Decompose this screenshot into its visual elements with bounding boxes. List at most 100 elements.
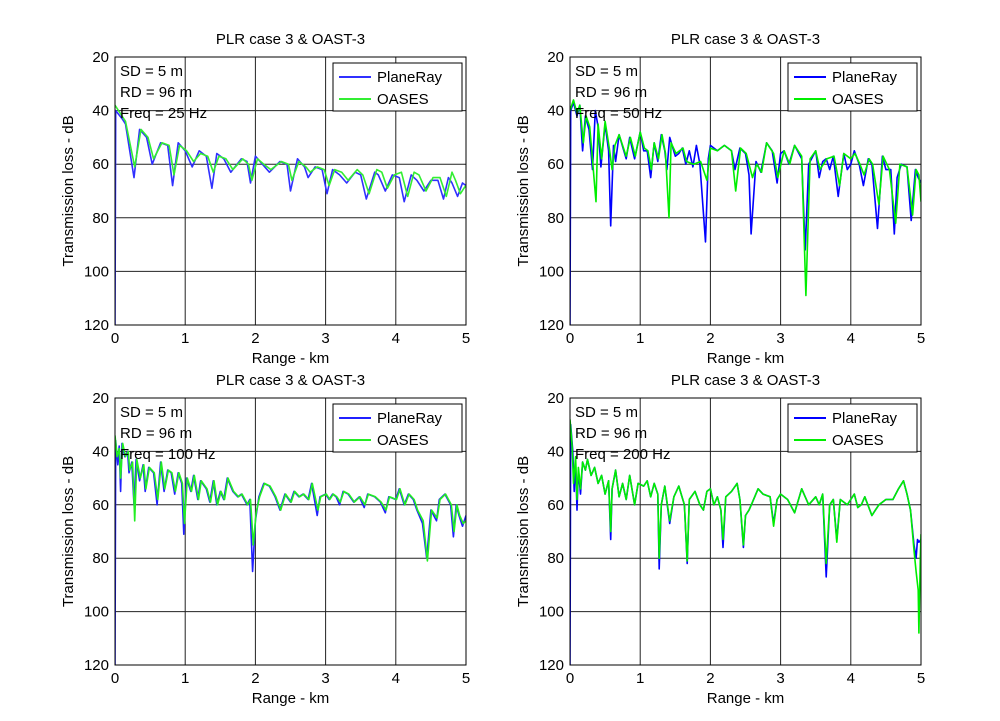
legend: PlaneRay OASES: [332, 403, 463, 453]
subplot-2: 0 1 2 3 4 5 20 40 60 80 100 120 PLR case 3 & OAST-3 R…: [515, 31, 925, 367]
y-tick-label: 120: [84, 317, 109, 334]
x-tick-label: 0: [566, 330, 574, 347]
legend-box: [332, 62, 463, 112]
x-tick-label: 1: [636, 330, 644, 347]
y-tick-label: 80: [547, 210, 564, 227]
x-tick-label: 1: [181, 670, 189, 687]
x-tick-label: 3: [321, 670, 329, 687]
annotation-text: RD = 96 m: [575, 425, 647, 442]
annotation-text: RD = 96 m: [575, 84, 647, 101]
annotation-text: RD = 96 m: [120, 84, 192, 101]
legend-label: OASES: [377, 432, 429, 449]
x-tick-label: 4: [847, 330, 855, 347]
y-tick-label: 20: [92, 49, 109, 66]
x-tick-label: 2: [706, 670, 714, 687]
x-tick-label: 4: [847, 670, 855, 687]
legend-label: PlaneRay: [377, 410, 443, 427]
series-line-oases: [570, 99, 921, 297]
axes-frame: [569, 397, 922, 666]
y-tick-label: 40: [92, 443, 109, 460]
y-tick-label: 60: [92, 497, 109, 514]
x-tick-label: 0: [111, 330, 119, 347]
annotation-text: SD = 5 m: [120, 404, 183, 421]
chart-title: PLR case 3 & OAST-3: [216, 31, 365, 48]
legend-label: PlaneRay: [377, 69, 443, 86]
subplot-4: 0 1 2 3 4 5 20 40 60 80 100 120 PLR case 3 & OAST-3 R…: [515, 372, 925, 707]
y-tick-label: 60: [547, 497, 564, 514]
x-tick-label: 0: [566, 670, 574, 687]
y-tick-label: 60: [547, 156, 564, 173]
y-axis-label: Transmission loss - dB: [515, 115, 532, 266]
y-tick-label: 80: [92, 550, 109, 567]
x-tick-label: 4: [392, 330, 400, 347]
annotation-text: Freq = 25 Hz: [120, 105, 207, 122]
legend-box: [332, 403, 463, 453]
x-tick-label: 3: [321, 330, 329, 347]
y-tick-label: 20: [547, 390, 564, 407]
y-tick-label: 80: [92, 210, 109, 227]
x-tick-label: 5: [917, 330, 925, 347]
legend-label: OASES: [832, 432, 884, 449]
x-axis-label: Range - km: [707, 350, 785, 367]
y-tick-label: 100: [539, 604, 564, 621]
axes-frame: [114, 56, 467, 326]
x-axis-label: Range - km: [707, 690, 785, 707]
series-line-oases: [115, 435, 466, 562]
x-tick-label: 2: [251, 670, 259, 687]
x-tick-label: 5: [917, 670, 925, 687]
legend-box: [787, 403, 918, 453]
y-tick-label: 120: [539, 317, 564, 334]
x-tick-label: 1: [636, 670, 644, 687]
y-axis-label: Transmission loss - dB: [60, 456, 77, 607]
annotation-text: Freq = 50 Hz: [575, 105, 662, 122]
axes-frame: [114, 397, 467, 666]
x-tick-label: 1: [181, 330, 189, 347]
y-tick-label: 40: [547, 443, 564, 460]
x-axis-label: Range - km: [252, 350, 330, 367]
x-tick-label: 3: [776, 670, 784, 687]
y-tick-label: 60: [92, 156, 109, 173]
legend-label: OASES: [377, 91, 429, 108]
y-tick-label: 100: [84, 604, 109, 621]
x-tick-label: 2: [706, 330, 714, 347]
x-tick-label: 2: [251, 330, 259, 347]
legend-label: PlaneRay: [832, 410, 898, 427]
annotation-text: SD = 5 m: [575, 63, 638, 80]
annotation-text: Freq = 200 Hz: [575, 446, 670, 463]
y-tick-label: 80: [547, 550, 564, 567]
chart-title: PLR case 3 & OAST-3: [216, 372, 365, 389]
annotation-text: SD = 5 m: [120, 63, 183, 80]
y-tick-label: 20: [92, 390, 109, 407]
y-tick-label: 40: [547, 103, 564, 120]
y-tick-label: 120: [539, 657, 564, 674]
axes-frame: [569, 56, 922, 326]
y-tick-label: 20: [547, 49, 564, 66]
x-tick-label: 5: [462, 330, 470, 347]
x-tick-label: 3: [776, 330, 784, 347]
subplot-3: 0 1 2 3 4 5 20 40 60 80 100 120 PLR case 3 & OAST-3 R…: [60, 372, 470, 707]
legend: PlaneRay OASES: [787, 403, 918, 453]
y-axis-label: Transmission loss - dB: [515, 456, 532, 607]
y-tick-label: 100: [539, 263, 564, 280]
x-tick-label: 0: [111, 670, 119, 687]
legend-label: PlaneRay: [832, 69, 898, 86]
x-axis-label: Range - km: [252, 690, 330, 707]
chart-title: PLR case 3 & OAST-3: [671, 372, 820, 389]
legend-box: [787, 62, 918, 112]
legend-label: OASES: [832, 91, 884, 108]
y-axis-label: Transmission loss - dB: [60, 115, 77, 266]
series-line-oases: [115, 104, 466, 198]
y-tick-label: 120: [84, 657, 109, 674]
subplot-1: 0 1 2 3 4 5 20 40 60 80 100 120 PLR case 3 & OAST-3 R…: [60, 31, 470, 367]
x-tick-label: 4: [392, 670, 400, 687]
x-tick-label: 5: [462, 670, 470, 687]
chart-title: PLR case 3 & OAST-3: [671, 31, 820, 48]
legend: PlaneRay OASES: [332, 62, 463, 112]
annotation-text: Freq = 100 Hz: [120, 446, 215, 463]
annotation-text: SD = 5 m: [575, 404, 638, 421]
legend: PlaneRay OASES: [787, 62, 918, 112]
annotation-text: RD = 96 m: [120, 425, 192, 442]
y-tick-label: 40: [92, 103, 109, 120]
series-line-oases: [570, 419, 921, 634]
